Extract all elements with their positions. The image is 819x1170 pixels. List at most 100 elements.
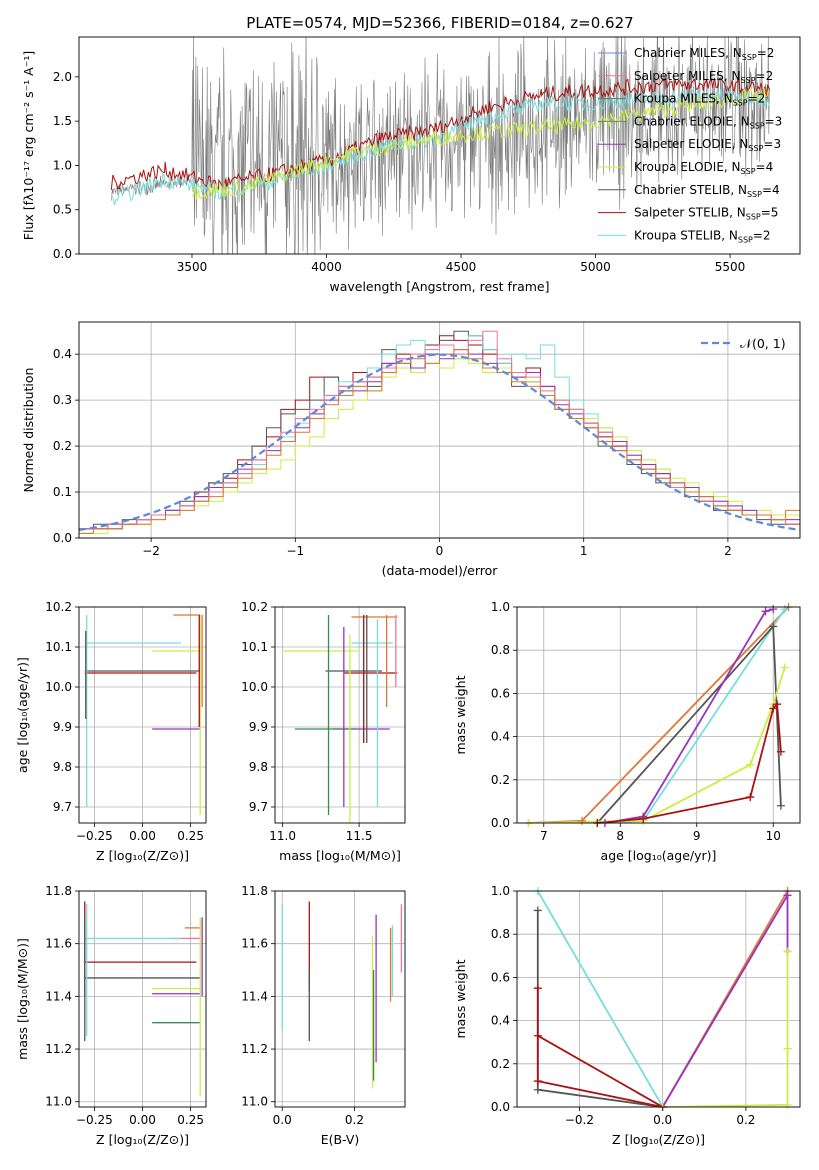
chart-age_vs_Z: −0.25 0.00 0.25 9.7 9.8 9.9 10.0 10.1 10.2 Z [log… (15, 600, 207, 863)
y-tick-label: 10.1 (241, 640, 268, 654)
legend-entry: Kroupa STELIB, NSSP=2 (634, 228, 771, 244)
weight-point (533, 1031, 542, 1040)
plot-area (84, 901, 203, 1097)
weight-line (604, 608, 774, 823)
legend-entry: Salpeter ELODIE, NSSP=3 (634, 137, 781, 153)
x-tick-label: 10 (766, 829, 781, 843)
chart-mass_vs_Z: −0.25 0.00 0.25 11.0 11.2 11.4 11.6 11.8 Z [log₁… (15, 884, 207, 1147)
x-tick-label: −0.25 (76, 829, 113, 843)
y-axis-label: age [log₁₀(age/yr)] (15, 657, 30, 773)
chart-residual_histogram: 𝒩(0, 1) −2 −1 0 1 2 0.0 0.1 0.2 0.3 0.4 (data-model… (21, 321, 801, 578)
x-tick-label: −1 (286, 544, 304, 558)
y-axis-label: mass weight (453, 959, 468, 1038)
chart-mass_weight_vs_age: 7 8 9 10 0.0 0.2 0.4 0.6 0.8 1.0 age [log₁₀(age/yr… (453, 600, 801, 863)
y-tick-label: 10.0 (241, 680, 268, 694)
chart-mass_vs_ebv: 0.0 0.2 11.0 11.2 11.4 11.6 11.8 E(B-V) (241, 884, 406, 1147)
y-tick-label: 11.2 (241, 1042, 268, 1056)
x-tick-label: 7 (540, 829, 548, 843)
x-tick-label: 9 (693, 829, 701, 843)
y-tick-label: 0.0 (53, 247, 72, 261)
histogram-step (79, 330, 800, 538)
weight-point (533, 1077, 542, 1086)
y-tick-label: 0.8 (491, 927, 510, 941)
y-tick-label: 11.4 (45, 989, 72, 1003)
gaussian-curve (79, 353, 800, 531)
y-tick-label: 0.2 (491, 1057, 510, 1071)
axes-frame (274, 606, 406, 824)
weight-point (533, 1085, 542, 1094)
weight-line (662, 951, 789, 1107)
weight-line (604, 608, 786, 823)
y-tick-label: 0.1 (53, 485, 72, 499)
y-tick-label: 11.0 (241, 1095, 268, 1109)
plot-area (282, 615, 398, 823)
y-axis-label: Normed distribution (21, 368, 36, 493)
y-tick-label: 0.0 (491, 816, 510, 830)
spectrum-model-line (110, 87, 770, 206)
x-tick-label: 11.0 (269, 829, 296, 843)
weight-point (783, 947, 792, 956)
axes-frame (274, 890, 406, 1108)
x-tick-label: 0.25 (177, 1113, 204, 1127)
x-tick-label: 0.25 (177, 829, 204, 843)
chart-mass_weight_vs_Z: −0.2 0.0 0.2 0.0 0.2 0.4 0.6 0.8 1.0 Z [log₁₀(Z/Z… (453, 884, 801, 1147)
chart-spectrum: Chabrier MILES, NSSP=2 Salpeter MILES, NS… (21, 36, 801, 294)
x-tick-label: 0.00 (129, 1113, 156, 1127)
axes-frame (516, 890, 801, 1108)
x-tick-label: −0.25 (76, 1113, 113, 1127)
y-tick-label: 0.4 (491, 1014, 510, 1028)
weight-point (783, 891, 792, 900)
legend-entry: 𝒩(0, 1) (740, 336, 786, 351)
y-tick-label: 9.8 (249, 760, 268, 774)
x-axis-label: mass [log₁₀(M/M⊙)] (279, 848, 401, 863)
weight-point (533, 906, 542, 915)
weight-line (597, 702, 782, 823)
plot-area (110, 37, 771, 254)
weight-point (783, 1100, 792, 1109)
legend-entry: Chabrier STELIB, NSSP=4 (634, 183, 780, 199)
x-tick-label: 5500 (715, 260, 746, 274)
legend-entry: Kroupa MILES, NSSP=2 (634, 92, 765, 108)
y-tick-label: 0.3 (53, 393, 72, 407)
weight-point (769, 704, 778, 713)
legend-entry: Kroupa ELODIE, NSSP=4 (634, 160, 773, 176)
y-tick-label: 10.2 (45, 600, 72, 614)
y-tick-label: 0.2 (491, 773, 510, 787)
weight-point (780, 663, 789, 672)
x-tick-label: 4500 (446, 260, 477, 274)
weight-line (537, 891, 664, 1107)
x-tick-label: −2 (142, 544, 160, 558)
y-tick-label: 9.9 (249, 720, 268, 734)
weight-line (661, 892, 789, 1107)
y-tick-label: 0.2 (53, 439, 72, 453)
plot-area (84, 614, 203, 815)
x-axis-label: wavelength [Angstrom, rest frame] (329, 279, 549, 294)
legend-entry: Salpeter MILES, NSSP=2 (634, 69, 773, 85)
y-tick-label: 9.7 (53, 800, 72, 814)
x-tick-label: 0.2 (736, 1113, 755, 1127)
spectrum-data-line (111, 37, 771, 254)
y-tick-label: 10.1 (45, 640, 72, 654)
plot-area (79, 330, 800, 538)
x-tick-label: 0.0 (653, 1113, 672, 1127)
y-axis-label: mass [log₁₀(M/M⊙)] (15, 938, 30, 1060)
y-tick-label: 11.4 (241, 989, 268, 1003)
spectrum-model-line (110, 76, 770, 191)
y-tick-label: 0.4 (491, 730, 510, 744)
weight-point (769, 622, 778, 631)
x-tick-label: 0.00 (129, 829, 156, 843)
weight-point (776, 801, 785, 810)
axes-frame (78, 36, 801, 255)
x-axis-label: Z [log₁₀(Z/Z⊙)] (96, 848, 189, 863)
x-tick-label: 0.2 (345, 1113, 364, 1127)
weight-point (783, 1044, 792, 1053)
weight-point (769, 605, 778, 614)
x-axis-label: E(B-V) (321, 1132, 360, 1147)
legend-entry: Chabrier MILES, NSSP=2 (634, 46, 774, 62)
x-axis-label: Z [log₁₀(Z/Z⊙)] (612, 1132, 705, 1147)
weight-point (776, 747, 785, 756)
x-tick-label: 3500 (177, 260, 208, 274)
x-tick-label: 5000 (580, 260, 611, 274)
weight-point (746, 760, 755, 769)
